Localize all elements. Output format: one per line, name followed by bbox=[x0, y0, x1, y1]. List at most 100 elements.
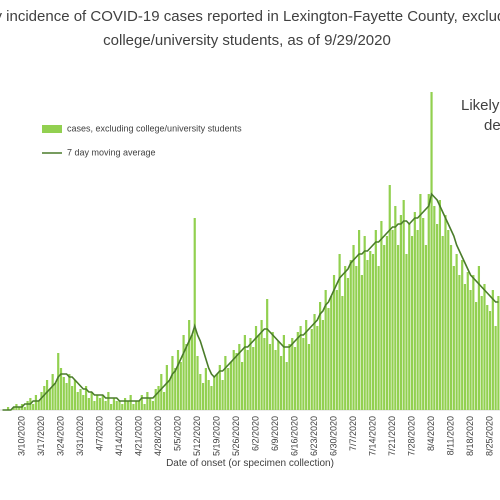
bar bbox=[179, 362, 182, 410]
bar bbox=[405, 254, 408, 410]
x-tick-label: 8/11/2020 bbox=[445, 416, 455, 455]
bar bbox=[157, 386, 160, 410]
bar bbox=[96, 395, 99, 410]
bar bbox=[224, 356, 227, 410]
annotation: dela bbox=[484, 117, 500, 134]
bar bbox=[188, 320, 191, 410]
bar bbox=[279, 356, 283, 410]
bar bbox=[391, 230, 394, 410]
bar bbox=[413, 212, 416, 410]
bar bbox=[486, 305, 489, 410]
bar bbox=[274, 350, 277, 410]
x-tick-label: 3/31/2020 bbox=[75, 416, 85, 456]
bar bbox=[358, 230, 361, 410]
bar bbox=[271, 332, 274, 410]
bar bbox=[199, 374, 202, 410]
bar bbox=[146, 392, 149, 410]
bar bbox=[176, 350, 180, 410]
bar bbox=[335, 290, 338, 410]
bar bbox=[307, 344, 311, 410]
bar bbox=[377, 266, 380, 410]
bar bbox=[213, 377, 216, 410]
bar bbox=[243, 335, 246, 410]
bar bbox=[436, 224, 439, 410]
bar bbox=[324, 290, 327, 410]
bar bbox=[363, 236, 366, 410]
bar bbox=[461, 260, 464, 410]
bar bbox=[285, 362, 288, 410]
bar bbox=[338, 254, 341, 410]
bar bbox=[190, 335, 194, 410]
bar bbox=[87, 398, 90, 410]
bar bbox=[371, 254, 375, 410]
bar bbox=[277, 341, 280, 410]
bar bbox=[57, 353, 60, 410]
bar bbox=[210, 386, 213, 410]
bar bbox=[263, 338, 266, 410]
bar bbox=[68, 374, 71, 410]
bar bbox=[293, 347, 297, 410]
bar bbox=[229, 362, 233, 410]
bar bbox=[475, 302, 478, 410]
bar bbox=[424, 245, 428, 410]
bar bbox=[319, 302, 322, 410]
bar bbox=[54, 383, 57, 410]
bar bbox=[160, 374, 163, 410]
bar bbox=[34, 395, 38, 410]
x-tick-label: 6/9/2020 bbox=[270, 416, 280, 451]
bar bbox=[104, 401, 107, 410]
bar bbox=[51, 374, 54, 410]
bar bbox=[149, 398, 152, 410]
bar bbox=[32, 404, 35, 410]
bar bbox=[48, 389, 51, 410]
bar bbox=[196, 356, 199, 410]
x-tick-label: 5/12/2020 bbox=[192, 416, 202, 456]
bar bbox=[204, 368, 207, 410]
bar bbox=[84, 386, 88, 410]
x-tick-label: 6/23/2020 bbox=[309, 416, 319, 456]
bar bbox=[321, 320, 324, 410]
bar bbox=[132, 404, 135, 410]
bar bbox=[129, 395, 132, 410]
bar bbox=[62, 377, 65, 410]
bar bbox=[302, 338, 305, 410]
x-tick-label: 3/17/2020 bbox=[36, 416, 46, 456]
bar bbox=[266, 299, 269, 410]
x-axis-title: Date of onset (or specimen collection) bbox=[166, 458, 334, 469]
bar bbox=[76, 392, 79, 410]
bar bbox=[12, 407, 15, 410]
bar bbox=[444, 215, 447, 410]
bar bbox=[288, 344, 291, 410]
x-tick-label: 8/25/2020 bbox=[484, 416, 494, 456]
bar bbox=[394, 206, 397, 410]
bar bbox=[110, 404, 113, 410]
bar bbox=[246, 350, 249, 410]
x-tick-label: 4/7/2020 bbox=[94, 416, 104, 451]
annotation: Likely to bbox=[461, 97, 500, 114]
x-tick-label: 6/2/2020 bbox=[250, 416, 260, 451]
chart-title: college/university students, as of 9/29/… bbox=[103, 32, 391, 49]
bar bbox=[101, 395, 104, 410]
moving-average-line bbox=[2, 192, 499, 411]
bar bbox=[174, 368, 177, 410]
bar bbox=[441, 236, 444, 410]
bar bbox=[419, 194, 422, 410]
bar bbox=[227, 368, 230, 410]
bar bbox=[380, 221, 383, 410]
bar bbox=[201, 383, 205, 410]
bar bbox=[310, 329, 313, 410]
bar bbox=[477, 266, 481, 410]
bar bbox=[135, 401, 138, 410]
bar bbox=[402, 200, 405, 410]
bar bbox=[79, 389, 82, 410]
bar bbox=[369, 251, 372, 410]
bar bbox=[221, 380, 224, 410]
bar bbox=[313, 314, 316, 410]
bar bbox=[23, 407, 26, 410]
bar bbox=[238, 344, 241, 410]
bar bbox=[299, 326, 302, 410]
bar bbox=[207, 380, 210, 410]
x-tick-label: 6/16/2020 bbox=[289, 416, 299, 456]
bar bbox=[472, 275, 475, 410]
bar bbox=[182, 335, 185, 410]
